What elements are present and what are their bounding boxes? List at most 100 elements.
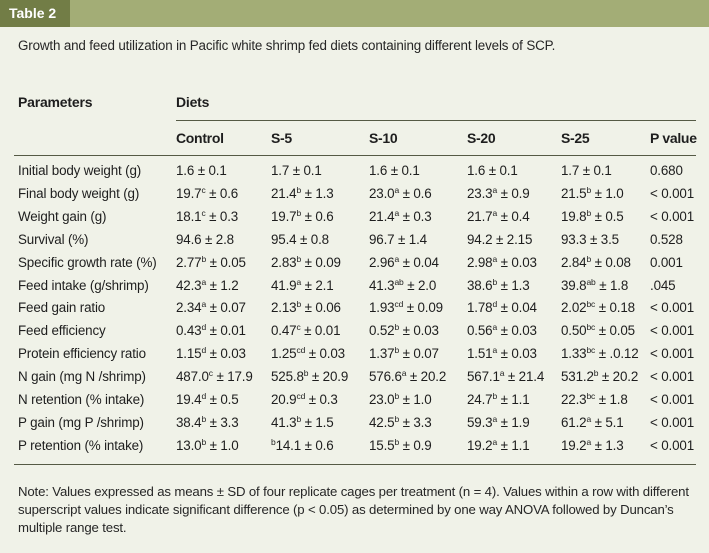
significance-superscript: b bbox=[394, 322, 400, 333]
cell-value: 21.4b ± 1.3 bbox=[271, 184, 334, 201]
significance-superscript: a bbox=[394, 184, 400, 195]
cell-value: 1.93cd ± 0.09 bbox=[369, 299, 443, 316]
cell-value: 19.4d ± 0.5 bbox=[176, 391, 239, 407]
parameters-heading: Parameters bbox=[18, 94, 93, 110]
cell-value: 18.1c ± 0.3 bbox=[176, 207, 239, 224]
table-row: Final body weight (g) 19.7c ± 0.6 21.4b ± … bbox=[0, 186, 709, 209]
cell-value: 61.2a ± 5.1 bbox=[561, 413, 624, 430]
row-parameter: Initial body weight (g) bbox=[18, 163, 142, 178]
significance-superscript: b bbox=[492, 391, 498, 401]
cell-value: 23.0b ± 1.0 bbox=[369, 391, 432, 407]
significance-superscript: a bbox=[296, 276, 302, 287]
significance-superscript: b bbox=[201, 413, 207, 424]
significance-superscript: b bbox=[201, 436, 207, 447]
cell-value: 0.52b ± 0.03 bbox=[369, 322, 439, 339]
cell-value: 38.6b ± 1.3 bbox=[467, 276, 530, 293]
significance-superscript: b bbox=[296, 184, 302, 195]
significance-superscript: b bbox=[296, 413, 302, 424]
table-row: Specific growth rate (%) 2.77b ± 0.05 2.83… bbox=[0, 253, 709, 278]
cell-p-value: < 0.001 bbox=[650, 185, 694, 201]
significance-superscript: b bbox=[201, 253, 207, 264]
cell-value: 94.2 ± 2.15 bbox=[467, 231, 533, 247]
row-parameter: N retention (% intake) bbox=[18, 392, 145, 407]
column-header-s10: S-10 bbox=[369, 130, 398, 146]
table-row: Survival (%) 94.6 ± 2.8 95.4 ± 0.8 96.7 ± 1… bbox=[0, 232, 709, 255]
significance-superscript: d bbox=[201, 345, 207, 356]
row-parameter: Final body weight (g) bbox=[18, 185, 140, 201]
column-header-s5: S-5 bbox=[271, 130, 292, 146]
cell-value: 1.33bc ± .0.12 bbox=[561, 345, 639, 362]
significance-superscript: a bbox=[492, 413, 498, 424]
cell-value: 1.78d ± 0.04 bbox=[467, 299, 537, 316]
significance-superscript: ab bbox=[586, 276, 596, 287]
significance-superscript: a bbox=[492, 345, 498, 356]
column-header-s20: S-20 bbox=[467, 130, 496, 146]
table-label: Table 2 bbox=[0, 0, 70, 27]
cell-value: 39.8ab ± 1.8 bbox=[561, 276, 629, 293]
column-header-p-value: P value bbox=[650, 130, 697, 146]
significance-superscript: b bbox=[394, 436, 400, 447]
significance-superscript: a bbox=[492, 253, 498, 264]
bottom-rule bbox=[14, 464, 696, 465]
cell-value: 1.6 ± 0.1 bbox=[369, 163, 420, 178]
cell-p-value: < 0.001 bbox=[650, 437, 694, 453]
cell-p-value: < 0.001 bbox=[650, 414, 694, 430]
cell-value: 19.7b ± 0.6 bbox=[271, 207, 334, 224]
table-row: Protein efficiency ratio 1.15d ± 0.03 1.25… bbox=[0, 346, 709, 369]
cell-value: 2.98a ± 0.03 bbox=[467, 253, 537, 270]
cell-value: 95.4 ± 0.8 bbox=[271, 231, 329, 247]
significance-superscript: cd bbox=[296, 391, 306, 401]
cell-value: 2.34a ± 0.07 bbox=[176, 299, 246, 316]
cell-value: 1.7 ± 0.1 bbox=[271, 163, 322, 178]
table-row: Feed gain ratio 2.34a ± 0.07 2.13b ± 0.06 1… bbox=[0, 300, 709, 323]
significance-superscript: a bbox=[394, 207, 400, 218]
cell-value: 525.8b ± 20.9 bbox=[271, 368, 349, 385]
significance-superscript: c bbox=[208, 368, 213, 379]
cell-value: 22.3bc ± 1.8 bbox=[561, 391, 628, 407]
row-parameter: Specific growth rate (%) bbox=[18, 254, 157, 270]
cell-value: 567.1a ± 21.4 bbox=[467, 368, 545, 385]
cell-p-value: < 0.001 bbox=[650, 323, 694, 339]
table-caption: Growth and feed utilization in Pacific w… bbox=[18, 38, 556, 53]
significance-superscript: b bbox=[296, 299, 302, 310]
significance-superscript: d bbox=[201, 391, 207, 401]
cell-value: 21.7a ± 0.4 bbox=[467, 207, 530, 224]
significance-superscript: c bbox=[201, 184, 206, 195]
row-parameter: P retention (% intake) bbox=[18, 437, 144, 453]
cell-value: 42.3a ± 1.2 bbox=[176, 276, 239, 293]
cell-value: 38.4b ± 3.3 bbox=[176, 413, 239, 430]
cell-value: 13.0b ± 1.0 bbox=[176, 436, 239, 453]
significance-superscript: b bbox=[394, 391, 400, 401]
cell-value: 41.3ab ± 2.0 bbox=[369, 276, 437, 293]
cell-value: 1.51a ± 0.03 bbox=[467, 345, 537, 362]
significance-superscript: b bbox=[586, 253, 592, 264]
cell-value: 2.84b ± 0.08 bbox=[561, 253, 631, 270]
cell-p-value: < 0.001 bbox=[650, 346, 694, 362]
significance-superscript: b bbox=[303, 368, 309, 379]
significance-superscript: b bbox=[586, 184, 592, 195]
significance-superscript: cd bbox=[296, 345, 306, 356]
significance-superscript: c bbox=[296, 322, 301, 333]
significance-superscript: a bbox=[401, 368, 407, 379]
cell-value: 96.7 ± 1.4 bbox=[369, 231, 427, 247]
cell-value: 2.02bc ± 0.18 bbox=[561, 299, 635, 316]
cell-value: 20.9cd ± 0.3 bbox=[271, 391, 338, 407]
cell-value: 94.6 ± 2.8 bbox=[176, 231, 234, 247]
significance-superscript: a bbox=[492, 436, 498, 447]
cell-value: 487.0c ± 17.9 bbox=[176, 368, 253, 385]
column-header-s25: S-25 bbox=[561, 130, 590, 146]
header-rule bbox=[14, 155, 696, 156]
cell-p-value: 0.001 bbox=[650, 254, 683, 270]
cell-value: 0.47c ± 0.01 bbox=[271, 322, 341, 339]
row-parameter: Weight gain (g) bbox=[18, 208, 107, 224]
significance-superscript: b bbox=[394, 413, 400, 424]
cell-value: 0.56a ± 0.03 bbox=[467, 322, 537, 339]
significance-superscript: a bbox=[394, 253, 400, 264]
significance-superscript: a bbox=[586, 413, 592, 424]
row-parameter: Feed gain ratio bbox=[18, 300, 106, 316]
significance-superscript: a bbox=[492, 207, 498, 218]
table-row: N retention (% intake) 19.4d ± 0.5 20.9cd … bbox=[0, 392, 709, 415]
cell-value: 1.7 ± 0.1 bbox=[561, 163, 612, 178]
cell-value: 19.7c ± 0.6 bbox=[176, 184, 239, 201]
cell-value: 42.5b ± 3.3 bbox=[369, 413, 432, 430]
